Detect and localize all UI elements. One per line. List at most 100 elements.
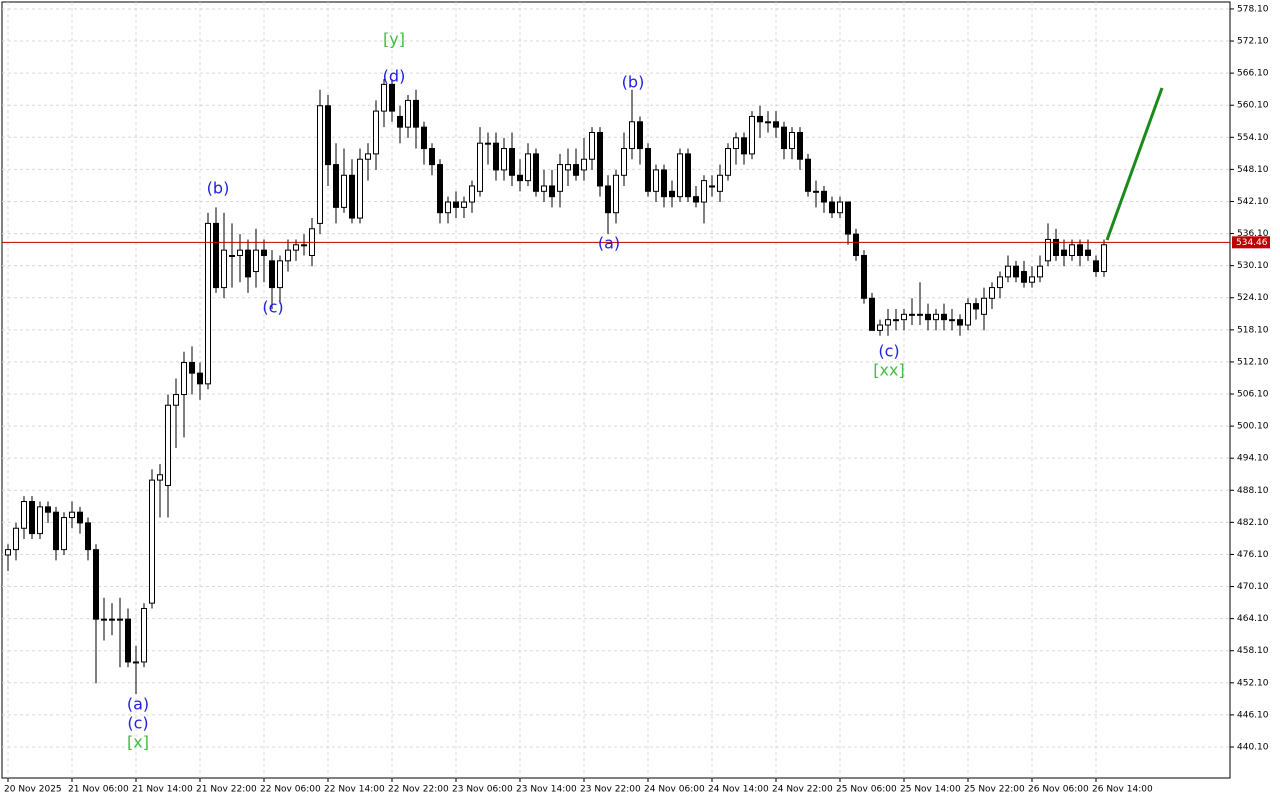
labels: 440.10 446.10 452.10 458.10 464.10 470.10 476.… xyxy=(4,4,1270,795)
candle-body xyxy=(573,164,579,176)
candle-body xyxy=(53,511,59,551)
candle-body xyxy=(781,126,787,150)
candle-body xyxy=(525,153,531,182)
candle-body xyxy=(133,661,139,664)
candle-body xyxy=(229,254,235,257)
candle-body xyxy=(445,201,451,214)
wave-label: (c) xyxy=(262,298,283,317)
wave-label: (a) xyxy=(127,695,149,714)
candle-body xyxy=(1061,249,1067,256)
y-tick-label: 452.10 xyxy=(1237,678,1269,688)
candle-body xyxy=(157,474,163,481)
candle-body xyxy=(421,126,427,150)
y-tick-label: 488.10 xyxy=(1237,486,1269,496)
candle-body xyxy=(245,249,251,278)
candle-body xyxy=(205,222,211,385)
candle-body xyxy=(613,174,619,214)
candle-body xyxy=(1101,244,1107,273)
wave-label: (b) xyxy=(622,73,645,92)
candle-body xyxy=(469,185,475,203)
candle-body xyxy=(317,105,323,224)
candle-body xyxy=(357,158,363,219)
candle-body xyxy=(741,137,747,155)
candle-body xyxy=(693,196,699,203)
candle-body xyxy=(165,404,171,486)
wave-label: (d) xyxy=(383,67,406,86)
x-tick-label: 24 Nov 22:00 xyxy=(772,785,833,795)
candle-body xyxy=(557,164,563,192)
candle-body xyxy=(397,115,403,128)
x-tick-label: 20 Nov 2025 xyxy=(4,785,62,795)
candle-body xyxy=(109,618,115,621)
candle-body xyxy=(77,511,83,524)
x-tick-label: 21 Nov 14:00 xyxy=(132,785,193,795)
candle-body xyxy=(253,249,259,273)
y-tick-label: 554.10 xyxy=(1237,133,1269,143)
x-tick-label: 25 Nov 06:00 xyxy=(836,785,897,795)
candle-body xyxy=(669,190,675,198)
candle-body xyxy=(1005,265,1011,278)
candle-body xyxy=(861,254,867,299)
y-tick-label: 524.10 xyxy=(1237,293,1269,303)
candle-body xyxy=(389,83,395,112)
candle-body xyxy=(493,142,499,171)
x-tick-label: 22 Nov 06:00 xyxy=(260,785,321,795)
y-tick-label: 566.10 xyxy=(1237,69,1269,79)
candle-body xyxy=(965,303,971,326)
candle-body xyxy=(277,260,283,289)
candle-body xyxy=(29,501,35,535)
candle-body xyxy=(85,522,91,551)
candle-body xyxy=(845,201,851,235)
x-tick-label: 25 Nov 22:00 xyxy=(964,785,1025,795)
candle-body xyxy=(1077,244,1083,256)
wave-label: (c) xyxy=(127,714,148,733)
candle-body xyxy=(925,313,931,321)
y-tick-label: 572.10 xyxy=(1237,37,1269,47)
candle-body xyxy=(893,319,899,322)
candle-body xyxy=(437,164,443,214)
x-tick-label: 26 Nov 14:00 xyxy=(1092,785,1153,795)
candle-body xyxy=(1093,260,1099,273)
current-price-label: 534.46 xyxy=(1236,238,1268,248)
candle-body xyxy=(789,131,795,150)
x-tick-label: 23 Nov 14:00 xyxy=(516,785,577,795)
candle-body xyxy=(61,517,67,551)
candle-body xyxy=(37,506,43,535)
candle-body xyxy=(413,99,419,128)
candle-body xyxy=(293,244,299,251)
y-tick-label: 578.10 xyxy=(1237,4,1269,14)
candle-body xyxy=(69,511,75,519)
candle-body xyxy=(533,153,539,192)
x-tick-label: 21 Nov 22:00 xyxy=(196,785,257,795)
candle-body xyxy=(805,158,811,192)
candle-body xyxy=(797,131,803,160)
candle-body xyxy=(629,121,635,150)
candle-body xyxy=(941,313,947,321)
candle-body xyxy=(981,297,987,315)
candle-body xyxy=(461,201,467,208)
candle-body xyxy=(853,233,859,256)
candle-body xyxy=(549,185,555,198)
x-tick-label: 22 Nov 22:00 xyxy=(388,785,449,795)
candle-body xyxy=(765,121,771,124)
candle-body xyxy=(485,142,491,145)
candle-body xyxy=(773,121,779,128)
candle-body xyxy=(149,479,155,604)
candle-body xyxy=(717,174,723,192)
candle-body xyxy=(1021,271,1027,283)
y-tick-label: 482.10 xyxy=(1237,518,1269,528)
candle-body xyxy=(221,249,227,289)
candle-body xyxy=(269,260,275,289)
y-tick-label: 536.10 xyxy=(1237,229,1269,239)
candle-body xyxy=(381,83,387,112)
candle-body xyxy=(565,164,571,171)
candle-body xyxy=(213,222,219,289)
candle-body xyxy=(45,506,51,513)
x-tick-label: 22 Nov 14:00 xyxy=(324,785,385,795)
candle-body xyxy=(405,99,411,128)
candle-body xyxy=(829,201,835,214)
plot-frame xyxy=(1,1,1231,779)
candle-body xyxy=(901,313,907,321)
candle-body xyxy=(989,287,995,299)
candle-body xyxy=(1029,276,1035,283)
